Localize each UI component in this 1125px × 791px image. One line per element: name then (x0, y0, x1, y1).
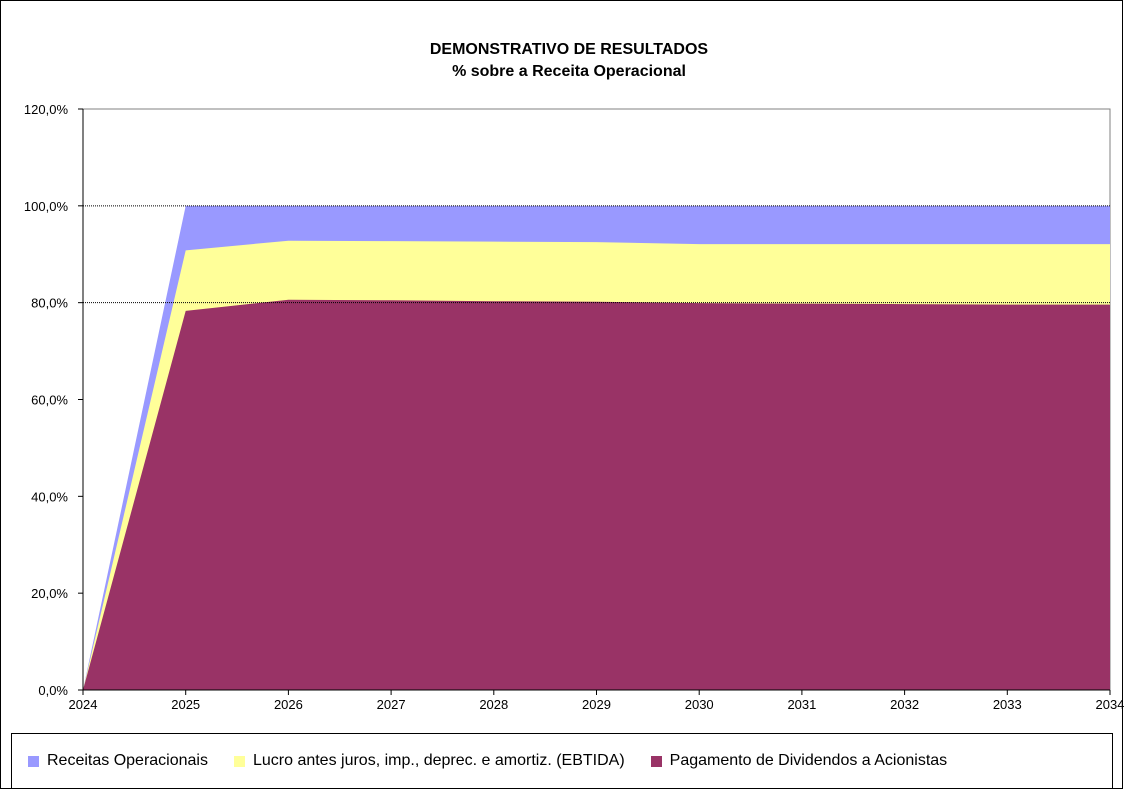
x-tick-label: 2032 (890, 697, 919, 712)
x-tick-label: 2028 (479, 697, 508, 712)
legend-label-receitas: Receitas Operacionais (47, 752, 208, 769)
legend-item-ebtida: Lucro antes juros, imp., deprec. e amort… (233, 752, 625, 770)
y-tick-label: 120,0% (24, 102, 69, 117)
x-tick-label: 2033 (993, 697, 1022, 712)
x-tick-label: 2024 (69, 697, 98, 712)
x-tick-label: 2027 (377, 697, 406, 712)
y-tick-label: 60,0% (31, 393, 68, 408)
legend-swatch-dividendos (650, 755, 662, 767)
legend-item-dividendos: Pagamento de Dividendos a Acionistas (650, 752, 948, 770)
y-tick-label: 20,0% (31, 586, 68, 601)
legend-label-ebtida: Lucro antes juros, imp., deprec. e amort… (252, 752, 625, 769)
chart-subtitle: % sobre a Receita Operacional (452, 63, 686, 80)
legend: Receitas Operacionais Lucro antes juros,… (11, 733, 1113, 789)
y-tick-label: 80,0% (31, 296, 68, 311)
legend-swatch-receitas (28, 755, 39, 767)
x-tick-label: 2025 (171, 697, 200, 712)
legend-item-receitas: Receitas Operacionais (28, 752, 208, 770)
y-tick-label: 100,0% (24, 199, 69, 214)
area-series-2 (83, 299, 1110, 690)
x-tick-label: 2031 (787, 697, 816, 712)
x-tick-label: 2030 (685, 697, 714, 712)
legend-label-dividendos: Pagamento de Dividendos a Acionistas (669, 752, 948, 769)
x-tick-label: 2034 (1096, 697, 1124, 712)
plot-area: 0,0% 20,0% 40,0% 60,0% 80,0% 100,0% 120,0% 2024… (24, 102, 1124, 712)
y-tick-label: 40,0% (31, 489, 68, 504)
chart-title: DEMONSTRATIVO DE RESULTADOS (430, 41, 709, 58)
x-tick-label: 2029 (582, 697, 611, 712)
x-tick-label: 2026 (274, 697, 303, 712)
legend-swatch-ebtida (233, 755, 245, 767)
y-tick-label: 0,0% (38, 683, 68, 698)
